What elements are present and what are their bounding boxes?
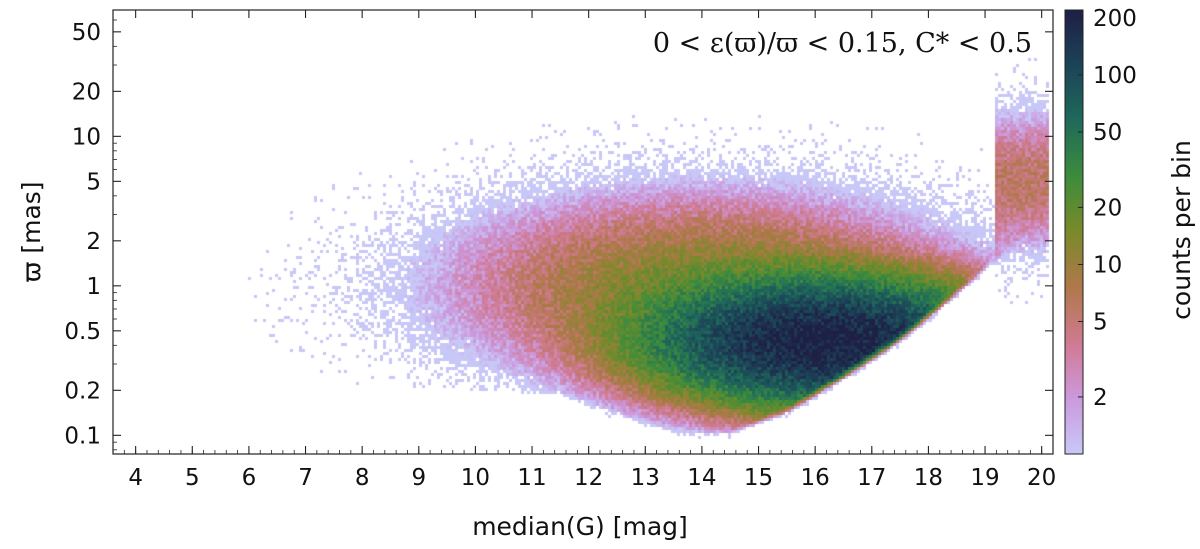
y-tick-label: 0.1 bbox=[64, 423, 101, 449]
colorbar-label: counts per bin bbox=[1167, 140, 1196, 320]
plot-frame bbox=[112, 9, 1054, 455]
colorbar-tick-label: 2 bbox=[1093, 385, 1108, 411]
x-tick-label: 17 bbox=[857, 465, 886, 491]
x-tick-label: 12 bbox=[574, 465, 603, 491]
y-tick-label: 10 bbox=[72, 124, 101, 150]
x-tick-label: 13 bbox=[631, 465, 660, 491]
y-tick-label: 1 bbox=[86, 274, 101, 300]
x-tick-label: 19 bbox=[970, 465, 999, 491]
y-tick-label: 0.5 bbox=[64, 319, 101, 345]
x-tick-label: 8 bbox=[355, 465, 370, 491]
x-tick-label: 5 bbox=[185, 465, 200, 491]
x-tick-label: 20 bbox=[1027, 465, 1056, 491]
x-tick-label: 6 bbox=[242, 465, 257, 491]
x-tick-label: 18 bbox=[914, 465, 943, 491]
x-tick-label: 11 bbox=[517, 465, 546, 491]
colorbar-tick-label: 50 bbox=[1093, 120, 1122, 146]
y-tick-label: 5 bbox=[86, 169, 101, 195]
colorbar-tick-label: 5 bbox=[1093, 310, 1108, 336]
y-tick-label: 50 bbox=[72, 20, 101, 46]
y-tick-label: 20 bbox=[72, 79, 101, 105]
x-tick-label: 16 bbox=[801, 465, 830, 491]
colorbar-tick-label: 200 bbox=[1093, 6, 1137, 32]
x-tick-label: 4 bbox=[128, 465, 143, 491]
heatmap-image bbox=[113, 10, 1053, 454]
x-axis-label: median(G) [mag] bbox=[472, 512, 688, 541]
x-tick-label: 7 bbox=[298, 465, 313, 491]
chart-annotation: 0 < ε(ϖ)/ϖ < 0.15, C* < 0.5 bbox=[653, 28, 1032, 59]
colorbar-gradient bbox=[1065, 10, 1083, 454]
x-tick-label: 15 bbox=[744, 465, 773, 491]
colorbar-tick-label: 100 bbox=[1093, 63, 1137, 89]
x-tick-label: 10 bbox=[461, 465, 490, 491]
x-tick-label: 9 bbox=[411, 465, 426, 491]
y-axis-label: ϖ [mas] bbox=[17, 181, 46, 282]
colorbar-tick-label: 20 bbox=[1093, 195, 1122, 221]
x-tick-label: 14 bbox=[687, 465, 716, 491]
colorbar-frame bbox=[1064, 9, 1084, 455]
y-tick-label: 2 bbox=[86, 229, 101, 255]
y-tick-label: 0.2 bbox=[64, 378, 101, 404]
colorbar-tick-label: 10 bbox=[1093, 252, 1122, 278]
